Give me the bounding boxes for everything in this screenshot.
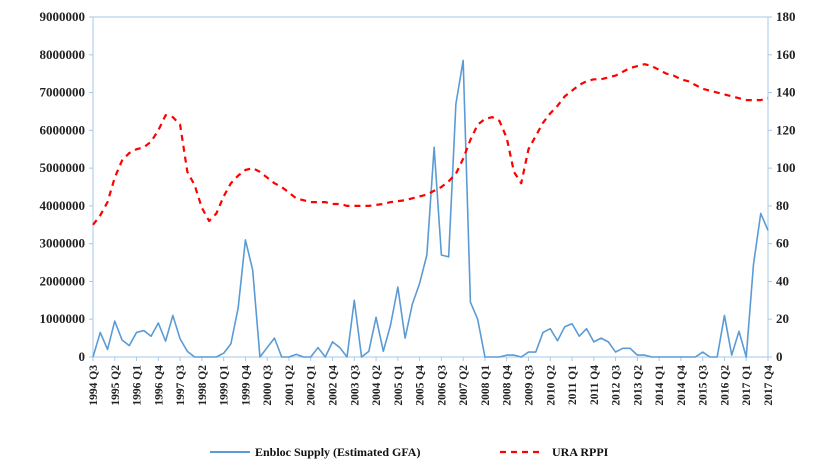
x-tick-label: 2011 Q1 (567, 365, 579, 405)
x-tick-label: 2005 Q1 (393, 365, 405, 406)
x-tick-label: 1999 Q1 (219, 365, 231, 406)
y-right-tick-label: 100 (776, 160, 796, 175)
y-right-tick-label: 80 (776, 198, 789, 213)
y-right-tick-label: 0 (776, 349, 783, 364)
x-tick-label: 2012 Q3 (611, 365, 623, 406)
x-tick-label: 2003 Q3 (349, 365, 361, 406)
y-left-tick-label: 6000000 (40, 122, 86, 137)
y-left-tick-label: 5000000 (40, 160, 86, 175)
y-left-tick-label: 7000000 (40, 85, 86, 100)
y-left-tick-label: 8000000 (40, 47, 86, 62)
y-right-tick-label: 180 (776, 9, 796, 24)
x-tick-label: 2011 Q4 (589, 365, 601, 405)
x-tick-label: 1999 Q4 (240, 365, 252, 406)
x-tick-label: 2015 Q3 (698, 365, 710, 406)
x-tick-label: 2004 Q2 (371, 365, 383, 406)
x-tick-label: 1998 Q2 (197, 365, 209, 406)
x-tick-label: 2017 Q4 (763, 365, 775, 406)
y-left-tick-label: 2000000 (40, 273, 86, 288)
x-tick-label: 2009 Q3 (523, 365, 535, 406)
y-left-tick-label: 9000000 (40, 9, 86, 24)
legend: Enbloc Supply (Estimated GFA) URA RPPI (210, 445, 609, 459)
y-left-tick-label: 4000000 (40, 198, 86, 213)
x-tick-label: 1996 Q4 (153, 365, 165, 406)
y-right-tick-label: 60 (776, 236, 789, 251)
y-right-tick-label: 160 (776, 47, 796, 62)
x-tick-label: 2002 Q4 (328, 365, 340, 406)
x-tick-label: 2008 Q1 (480, 365, 492, 406)
x-tick-label: 1994 Q3 (88, 365, 100, 406)
x-tick-label: 2014 Q1 (654, 365, 666, 406)
series-line-enbloc-supply (92, 59, 769, 358)
x-tick-label: 2013 Q2 (632, 365, 644, 406)
series-line-ura-rppi (92, 63, 769, 226)
x-tick-label: 2000 Q3 (262, 365, 274, 406)
y-right-tick-label: 20 (776, 311, 789, 326)
x-tick-label: 1996 Q1 (132, 365, 144, 406)
x-tick-label: 2008 Q4 (502, 365, 514, 406)
x-tick-label: 1995 Q2 (110, 365, 122, 406)
y-right-tick-label: 140 (776, 85, 796, 100)
y-right-tick-label: 120 (776, 122, 796, 137)
y-left-tick-label: 0 (79, 349, 86, 364)
x-tick-label: 2006 Q3 (436, 365, 448, 406)
x-tick-label: 2017 Q1 (741, 365, 753, 406)
legend-label-supply: Enbloc Supply (Estimated GFA) (255, 445, 420, 459)
x-tick-label: 1997 Q3 (175, 365, 187, 406)
x-tick-label: 2014 Q4 (676, 365, 688, 406)
series-group (92, 59, 769, 358)
x-tick-label: 2002 Q1 (306, 365, 318, 406)
x-tick-label: 2005 Q4 (415, 365, 427, 406)
axes-group: 0 1000000 2000000 3000000 4000000 5000000 6000… (40, 9, 796, 406)
y-left-tick-label: 1000000 (40, 311, 86, 326)
x-tick-label: 2010 Q2 (545, 365, 557, 406)
y-right-tick-label: 40 (776, 273, 789, 288)
x-tick-label: 2001 Q2 (284, 365, 296, 406)
y-left-tick-label: 3000000 (40, 236, 86, 251)
x-tick-label: 2016 Q2 (719, 365, 731, 406)
legend-label-rppi: URA RPPI (552, 445, 609, 459)
x-tick-label: 2007 Q2 (458, 365, 470, 406)
